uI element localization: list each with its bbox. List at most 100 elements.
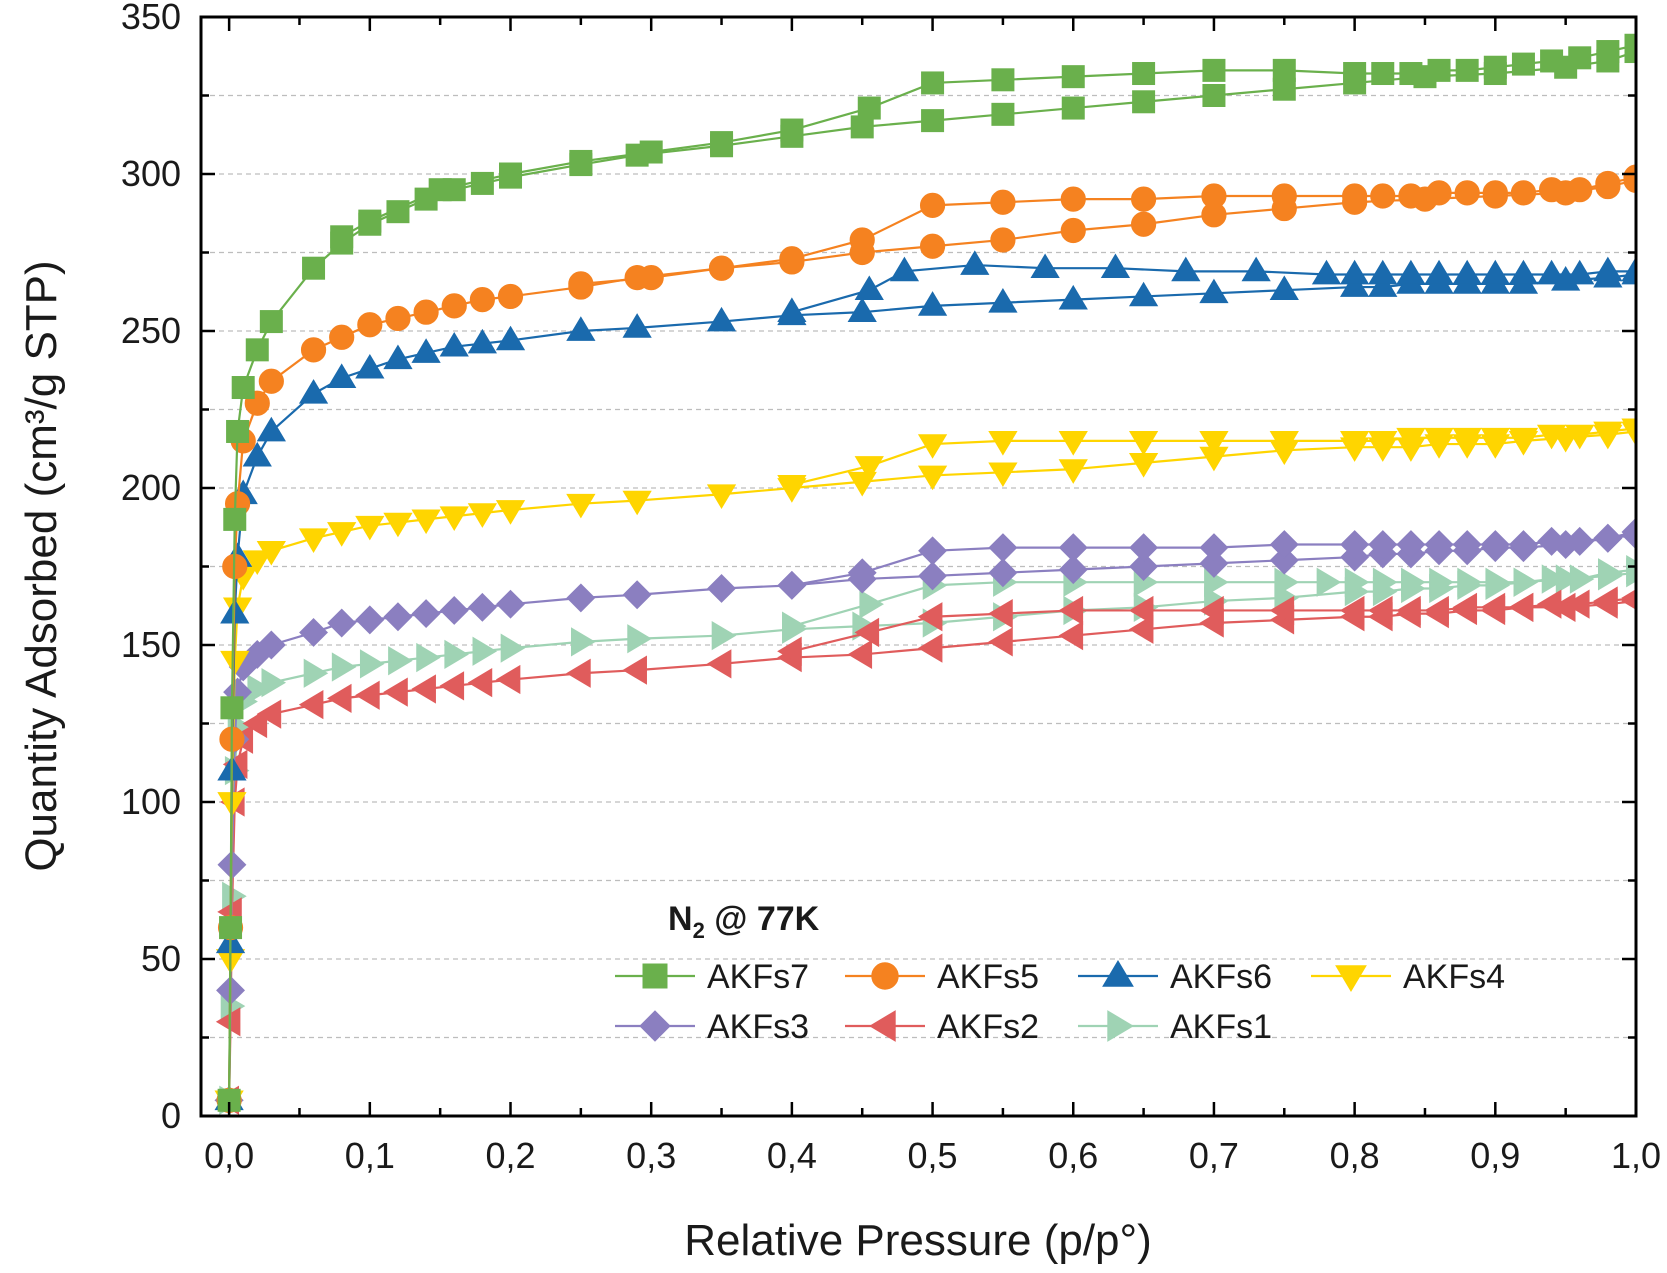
data-point	[1483, 55, 1507, 79]
data-point	[1030, 253, 1060, 279]
y-tick-label: 150	[121, 624, 181, 665]
data-point	[1058, 533, 1088, 563]
data-point	[847, 297, 877, 323]
x-tick-label: 0,0	[204, 1135, 254, 1176]
data-point	[569, 149, 593, 173]
data-point	[300, 337, 327, 363]
data-point	[857, 96, 881, 120]
data-point	[1199, 278, 1229, 304]
data-point	[1396, 595, 1421, 626]
data-point	[1343, 62, 1367, 86]
data-point	[1624, 33, 1636, 57]
data-point	[1342, 183, 1368, 209]
data-point	[780, 118, 804, 142]
data-point	[1396, 259, 1426, 285]
legend-marker	[1335, 965, 1367, 992]
data-point	[1424, 259, 1454, 285]
legend-item-AKFs4: AKFs4	[1311, 958, 1505, 996]
series-line-adsorption	[228, 430, 1636, 1101]
x-tick-label: 1,0	[1611, 1135, 1661, 1176]
data-point	[1508, 427, 1539, 453]
data-point	[326, 683, 352, 714]
data-point	[1202, 58, 1226, 82]
data-point	[1269, 530, 1299, 559]
legend-label: AKFs2	[937, 1008, 1039, 1046]
legend-marker	[1102, 960, 1134, 987]
data-point	[1452, 530, 1482, 559]
data-point	[413, 299, 439, 325]
data-point	[1271, 183, 1297, 209]
data-point	[358, 209, 382, 233]
x-tick-label: 0,5	[908, 1135, 958, 1176]
legend-label: AKFs1	[1170, 1008, 1272, 1046]
data-point	[1100, 253, 1131, 279]
data-point	[355, 680, 380, 710]
data-point	[1396, 530, 1426, 559]
data-point	[1565, 259, 1595, 285]
data-point	[960, 250, 990, 275]
data-point	[988, 627, 1013, 657]
data-point	[1129, 533, 1159, 563]
data-point	[497, 283, 524, 310]
data-point	[777, 475, 807, 500]
legend-label: AKFs3	[707, 1008, 809, 1046]
y-tick-label: 100	[121, 781, 181, 822]
data-point	[231, 376, 255, 400]
data-point	[1399, 62, 1423, 86]
data-point	[496, 589, 525, 619]
data-point	[1339, 272, 1370, 297]
data-point	[639, 140, 663, 164]
data-point	[439, 596, 469, 625]
data-point	[777, 297, 807, 323]
data-point	[917, 633, 943, 663]
data-point	[1128, 614, 1154, 644]
data-point	[495, 500, 526, 525]
data-point	[327, 522, 357, 547]
legend-marker	[642, 963, 668, 989]
data-point	[495, 664, 521, 695]
data-point	[1396, 427, 1426, 453]
data-point	[1058, 595, 1084, 626]
data-point	[847, 558, 877, 588]
data-point	[1457, 567, 1482, 597]
data-point	[470, 171, 494, 195]
data-point	[441, 293, 467, 319]
data-point	[1536, 589, 1562, 619]
data-point	[1241, 256, 1271, 282]
data-point	[467, 592, 497, 622]
series-AKFs7	[217, 33, 1636, 1112]
series-AKFs6	[214, 250, 1636, 1111]
data-point	[298, 690, 324, 720]
data-point	[355, 515, 385, 541]
data-point	[854, 275, 884, 301]
data-point	[386, 200, 410, 224]
legend-item-AKFs5: AKFs5	[845, 958, 1039, 996]
data-point	[919, 233, 946, 259]
data-point	[1538, 177, 1565, 203]
data-point	[1371, 62, 1395, 86]
data-point	[1541, 564, 1567, 594]
data-point	[1480, 427, 1510, 453]
data-point	[990, 227, 1016, 253]
data-point	[1060, 217, 1086, 244]
data-point	[854, 456, 884, 481]
data-point	[571, 627, 596, 657]
data-point	[439, 331, 469, 357]
series-line-desorption	[580, 176, 1636, 285]
data-point	[566, 583, 596, 613]
data-point	[329, 324, 355, 350]
data-point	[1272, 58, 1296, 82]
data-point	[411, 338, 441, 363]
data-point	[299, 617, 329, 647]
data-point	[991, 102, 1015, 126]
data-point	[777, 636, 802, 666]
legend-label: AKFs6	[1170, 958, 1272, 996]
axis-ticks	[201, 15, 1638, 1118]
data-point	[383, 512, 413, 538]
data-point	[849, 227, 875, 253]
legend-marker	[639, 1010, 671, 1042]
data-point	[1452, 259, 1482, 285]
y-tick-label: 200	[121, 467, 181, 508]
data-point	[917, 291, 948, 316]
